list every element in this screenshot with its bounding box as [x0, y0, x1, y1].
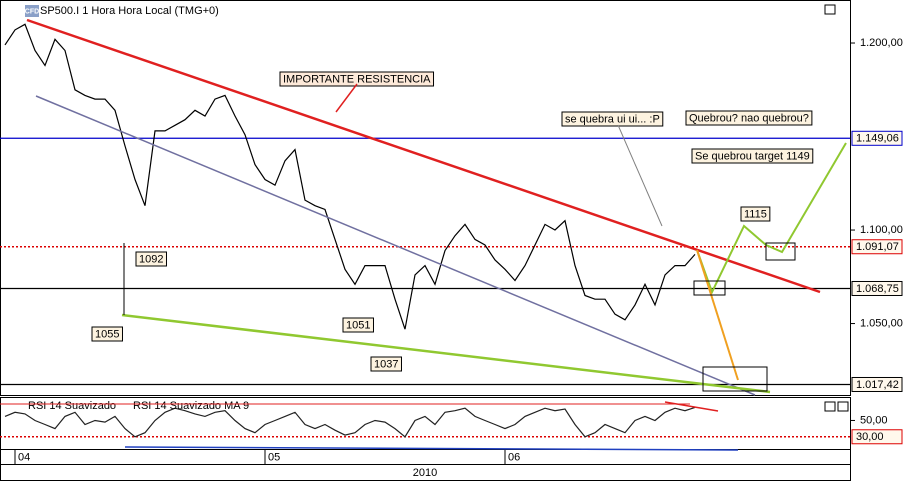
maximize-button[interactable]: [824, 4, 836, 15]
maximize-button[interactable]: [824, 401, 836, 412]
level-label-box: [851, 239, 903, 255]
legend-entry: RSI 14 Suavizado: [28, 400, 116, 412]
logo-text: CFD: [25, 8, 39, 15]
annotation-box: [135, 251, 167, 267]
annotation: IMPORTANTE RESISTENCIA: [283, 73, 431, 85]
x-group-label: 2010: [413, 467, 437, 479]
rsi-line: [664, 401, 719, 412]
chart-title: SP500.I 1 Hora Hora Local (TMG+0): [40, 5, 219, 17]
annotation: 1051: [346, 319, 370, 331]
annotation-box: [342, 317, 374, 333]
level-label-box: [851, 130, 903, 146]
target-box: [765, 242, 796, 261]
y-tick-label: 1.050,00: [860, 317, 903, 329]
level-label: 30,00: [856, 431, 884, 443]
level-label-box: [851, 429, 903, 445]
annotation-box: [91, 326, 123, 342]
callout-line: [335, 83, 358, 113]
annotation-box: [561, 111, 664, 127]
level-label-box: [851, 280, 903, 296]
y-tick-label: 1.100,00: [860, 224, 903, 236]
support-line: [121, 313, 771, 394]
legend-entry: RSI 14 Suavizado MA 9: [133, 400, 249, 412]
projection-up: [765, 142, 847, 254]
callout-line: [617, 124, 663, 227]
level-label: 1.149,06: [856, 133, 899, 145]
x-tick-label: 04: [18, 451, 30, 463]
drawings: [0, 18, 847, 451]
annotation: 1037: [374, 358, 398, 370]
annotation-box: [685, 110, 813, 126]
y-tick-label: 1.200,00: [860, 37, 903, 49]
price-panel-frame: [0, 0, 851, 396]
x-tick-label: 05: [268, 451, 280, 463]
rsi-line: [124, 446, 739, 451]
annotation-box: [691, 148, 814, 164]
annotation-box: [370, 356, 402, 372]
annotation-box: [279, 71, 435, 87]
annotation: se quebra ui ui... :P: [565, 113, 660, 125]
close-button[interactable]: [837, 401, 849, 412]
target-box: [702, 366, 768, 392]
projection-down: [696, 249, 739, 381]
price-line: [4, 23, 696, 330]
price-line: [4, 406, 696, 438]
resistance-line: [26, 18, 821, 294]
annotation: 1115: [744, 208, 767, 220]
y-tick-label: 50,00: [860, 414, 888, 426]
trend-line: [35, 95, 756, 396]
annotation: 1092: [139, 253, 163, 265]
logo: [25, 5, 39, 17]
level-label: 1.068,75: [856, 283, 899, 295]
level-label: 1.017,42: [856, 379, 899, 391]
annotation: Quebrou? nao quebrou?: [689, 112, 809, 124]
x-tick-label: 06: [508, 451, 520, 463]
target-box: [693, 280, 726, 296]
annotation-box: [740, 206, 771, 222]
annotation: Se quebrou target 1149: [695, 150, 810, 162]
level-label: 1.091,07: [856, 241, 899, 253]
annotation: 1055: [95, 328, 119, 340]
level-label-box: [851, 376, 903, 392]
